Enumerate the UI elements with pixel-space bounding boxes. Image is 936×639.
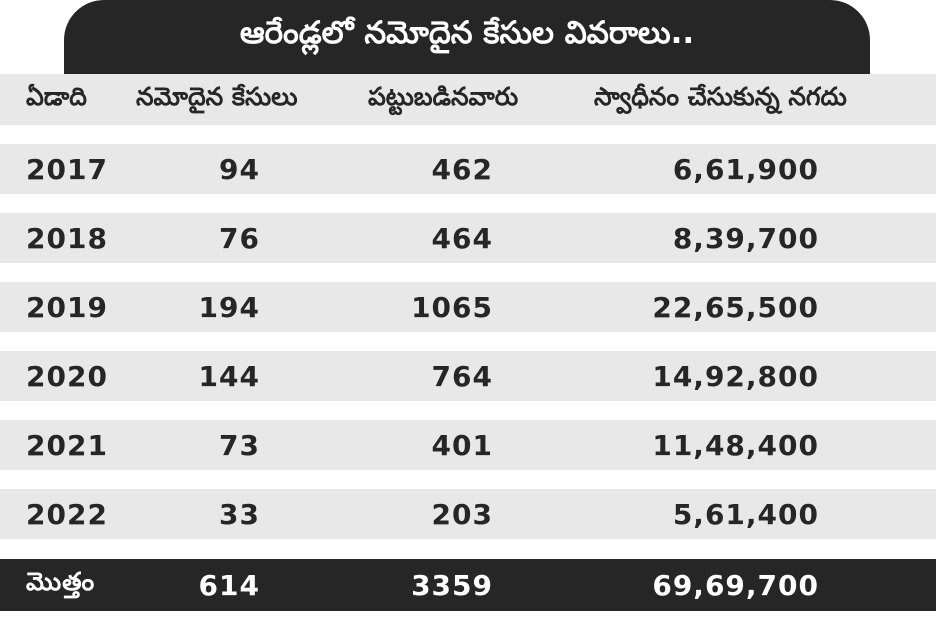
year-cell: 2017	[26, 152, 108, 186]
total-caught-cell: 3359	[411, 568, 493, 602]
column-header-cash: స్వాధీనం చేసుకున్న నగదు	[594, 81, 847, 111]
table-row: 2022 33 203 5,61,400	[0, 489, 936, 539]
table-row: 2017 94 462 6,61,900	[0, 144, 936, 194]
total-label: మొత్తం	[26, 567, 96, 596]
cases-cell: 194	[198, 290, 260, 324]
cases-cell: 94	[219, 152, 260, 186]
caught-cell: 764	[431, 359, 493, 393]
column-header-caught: పట్టుబడినవారు	[368, 81, 519, 111]
table-row: 2021 73 401 11,48,400	[0, 420, 936, 470]
total-cases-cell: 614	[198, 568, 260, 602]
table-row: 2018 76 464 8,39,700	[0, 213, 936, 263]
cases-cell: 144	[198, 359, 260, 393]
cash-cell: 8,39,700	[672, 221, 819, 255]
cash-cell: 5,61,400	[672, 497, 819, 531]
year-cell: 2020	[26, 359, 108, 393]
table-total-row: మొత్తం 614 3359 69,69,700	[0, 559, 936, 611]
cases-cell: 76	[219, 221, 260, 255]
caught-cell: 1065	[411, 290, 493, 324]
table-title: ఆరేండ్లలో నమోదైన కేసుల వివరాలు..	[64, 0, 870, 74]
table-row: 2020 144 764 14,92,800	[0, 351, 936, 401]
year-cell: 2022	[26, 497, 108, 531]
caught-cell: 464	[431, 221, 493, 255]
cash-cell: 11,48,400	[652, 428, 819, 462]
cases-cell: 73	[219, 428, 260, 462]
total-cash-cell: 69,69,700	[652, 568, 819, 602]
caught-cell: 203	[431, 497, 493, 531]
table-row: 2019 194 1065 22,65,500	[0, 282, 936, 332]
cash-cell: 6,61,900	[672, 152, 819, 186]
column-header-cases: నమోదైన కేసులు	[136, 81, 298, 111]
table-header-row: ఏడాది నమోదైన కేసులు పట్టుబడినవారు స్వాధీ…	[0, 74, 936, 125]
year-cell: 2021	[26, 428, 108, 462]
caught-cell: 401	[431, 428, 493, 462]
cash-cell: 22,65,500	[652, 290, 819, 324]
year-cell: 2018	[26, 221, 108, 255]
column-header-year: ఏడాది	[26, 81, 87, 111]
cash-cell: 14,92,800	[652, 359, 819, 393]
caught-cell: 462	[431, 152, 493, 186]
year-cell: 2019	[26, 290, 108, 324]
cases-cell: 33	[219, 497, 260, 531]
